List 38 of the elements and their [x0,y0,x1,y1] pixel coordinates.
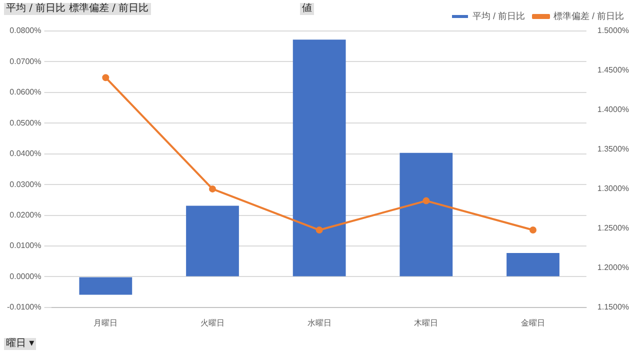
bar [292,40,346,276]
y2-tick-label: 1.2000% [597,263,630,272]
text: 値 [300,3,314,15]
y2-tick-label: 1.3500% [597,144,630,154]
y-tick-label: 0.0700% [10,56,42,66]
y-tick-label: 0.0300% [10,180,42,189]
y-tick-label: 0.0500% [10,118,42,128]
point [530,226,536,234]
x-tick-label: 金曜日 [521,318,545,328]
y2-tick-label: 1.1500% [597,302,630,312]
y2-tick-label: 1.5000% [597,26,630,36]
text: 曜日 ▾ [4,338,36,350]
y2-tick-label: 1.2500% [597,224,630,233]
y-tick-label: 0.0600% [10,88,42,97]
point [102,74,110,82]
y-tick-label: 0.0400% [10,149,42,158]
point [422,197,430,204]
legend-label: 平均 / 前日比 [472,10,526,21]
text: 平均 / 前日比 標準偏差 / 前日比 [4,3,151,15]
bar [400,152,453,276]
y-tick-label: 0.0800% [10,26,42,36]
x-tick-label: 月曜日 [94,318,118,328]
legend-label: 標準偏差 / 前日比 [554,10,624,21]
bar [79,277,132,295]
point [209,185,216,192]
y-tick-label: 0.0000% [10,272,42,281]
y-tick-label: 0.0200% [10,210,42,220]
x-tick-label: 水曜日 [307,318,332,328]
y2-tick-label: 1.4500% [597,66,630,75]
y-tick-label: -0.0100% [6,302,42,312]
y-tick-label: 0.0100% [10,241,42,250]
point [316,226,323,234]
y2-tick-label: 1.3000% [597,184,630,194]
bar [506,253,560,276]
x-tick-label: 火曜日 [200,318,224,328]
bar [186,206,239,276]
y2-tick-label: 1.4000% [597,105,630,114]
x-tick-label: 木曜日 [414,318,438,328]
